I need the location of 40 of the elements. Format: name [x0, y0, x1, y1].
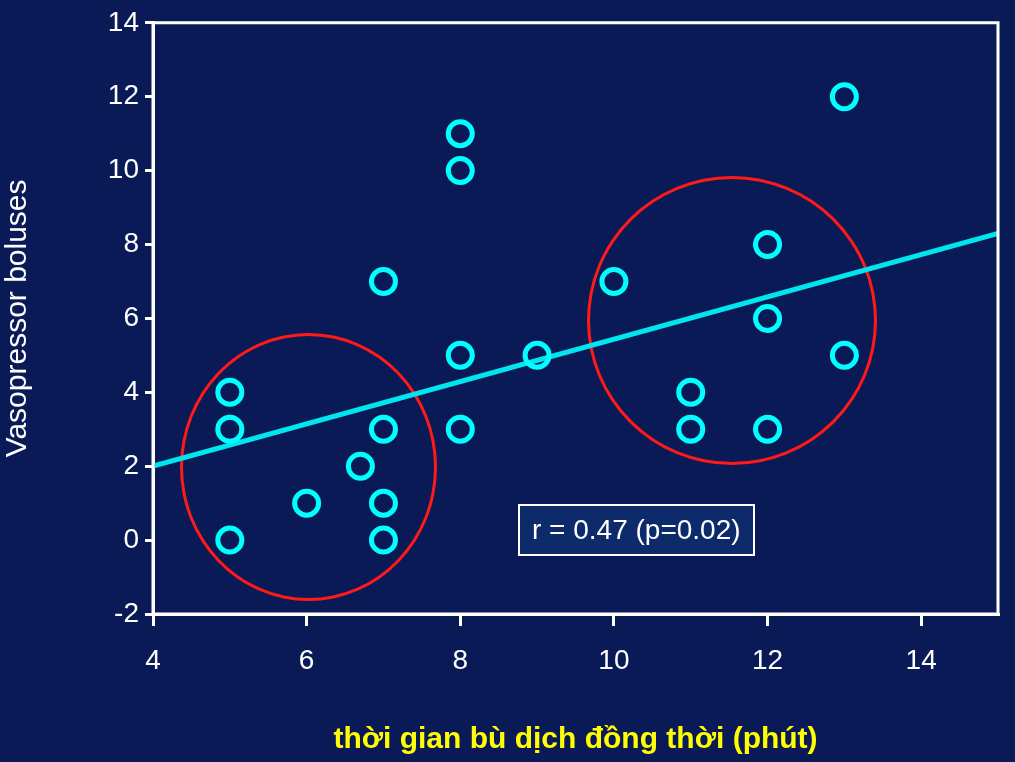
- x-tick-label: 14: [905, 643, 937, 675]
- point: [445, 119, 475, 149]
- y-tick-label: 6: [123, 301, 139, 333]
- point: [829, 82, 859, 112]
- y-tick-label: 2: [123, 448, 139, 480]
- point: [522, 340, 552, 370]
- point: [368, 525, 398, 555]
- point: [753, 303, 783, 333]
- point: [829, 340, 859, 370]
- point: [345, 451, 375, 481]
- x-tick-label: 10: [598, 643, 630, 675]
- x-tick-label: 8: [452, 643, 469, 675]
- point: [292, 488, 322, 518]
- point: [676, 414, 706, 444]
- point: [445, 156, 475, 186]
- y-tick-label: 4: [123, 375, 139, 407]
- y-tick-label: 12: [107, 79, 139, 111]
- point: [215, 525, 245, 555]
- point: [599, 266, 629, 296]
- point: [753, 230, 783, 259]
- y-tick-label: 0: [123, 522, 139, 554]
- point: [215, 377, 245, 407]
- point: [368, 266, 398, 296]
- point: [215, 414, 245, 444]
- point: [445, 414, 475, 444]
- y-tick-label: -2: [114, 596, 139, 628]
- point: [445, 340, 475, 370]
- y-tick-label: 14: [107, 5, 139, 37]
- y-axis-title: Vasopressor boluses: [0, 179, 33, 458]
- x-tick-label: 4: [145, 643, 161, 675]
- point: [368, 488, 398, 518]
- annotation: r = 0.47 (p=0.02): [518, 504, 755, 556]
- point: [753, 414, 783, 444]
- x-axis-title: thời gian bù dịch đồng thời (phút): [333, 721, 818, 755]
- y-tick-label: 8: [123, 227, 139, 259]
- x-tick-label: 6: [298, 643, 315, 675]
- point: [676, 377, 706, 407]
- point: [368, 414, 398, 444]
- x-tick-label: 12: [751, 643, 784, 675]
- y-tick-label: 10: [107, 153, 139, 185]
